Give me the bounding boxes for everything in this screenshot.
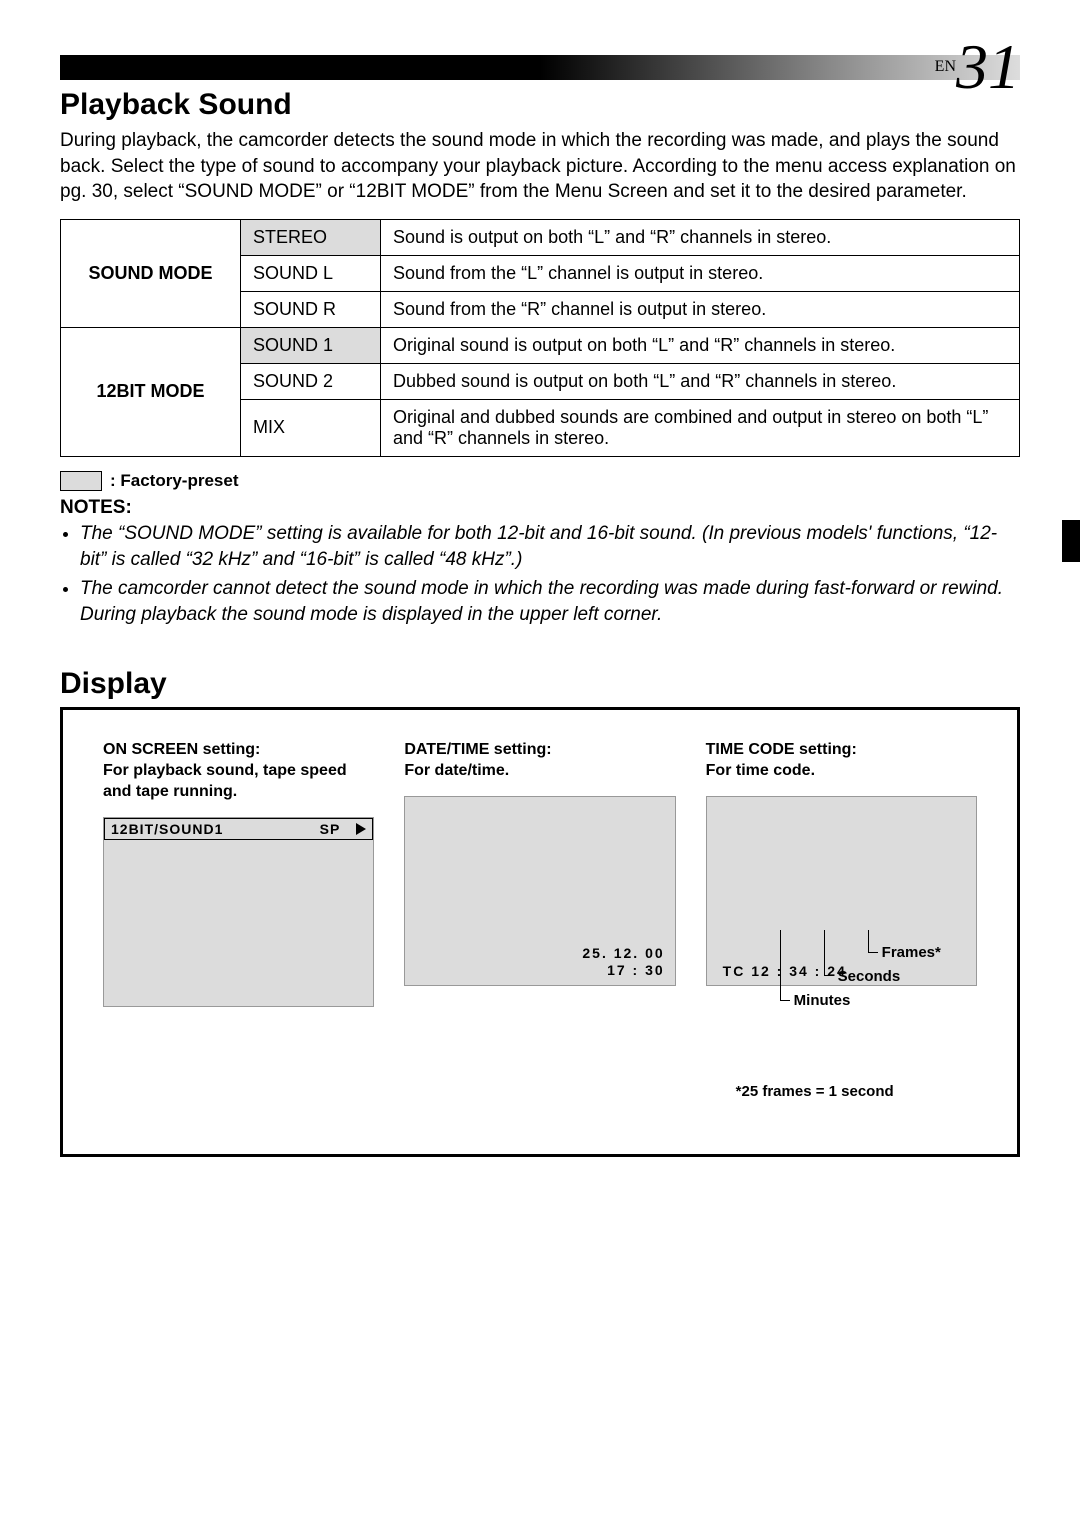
sound-mode-table: SOUND MODESTEREOSound is output on both … (60, 219, 1020, 457)
page-prefix: EN (935, 58, 956, 75)
timecode-heading: TIME CODE setting:For time code. (706, 740, 977, 782)
datetime-column: DATE/TIME setting:For date/time. 25. 12.… (404, 740, 675, 1006)
note-item: The camcorder cannot detect the sound mo… (80, 576, 1020, 627)
page-num-value: 31 (956, 31, 1020, 102)
table-row: SOUND MODESTEREOSound is output on both … (61, 219, 1020, 255)
intro-paragraph: During playback, the camcorder detects t… (60, 128, 1020, 205)
date-line2: 17 : 30 (582, 962, 664, 979)
datetime-preview: 25. 12. 00 17 : 30 (404, 796, 675, 986)
onscreen-column: ON SCREEN setting:For playback sound, ta… (103, 740, 374, 1006)
callout-line (780, 930, 781, 1000)
mode-description: Sound is output on both “L” and “R” chan… (381, 219, 1020, 255)
mode-option: SOUND 1 (241, 327, 381, 363)
date-line1: 25. 12. 00 (582, 945, 664, 962)
section-title-display: Display (60, 667, 1020, 701)
mode-option: SOUND L (241, 255, 381, 291)
datetime-heading: DATE/TIME setting:For date/time. (404, 740, 675, 782)
mode-description: Dubbed sound is output on both “L” and “… (381, 363, 1020, 399)
table-row: 12BIT MODESOUND 1Original sound is outpu… (61, 327, 1020, 363)
mode-description: Sound from the “L” channel is output in … (381, 255, 1020, 291)
preset-swatch (60, 471, 102, 491)
onscreen-topline: 12BIT/SOUND1 SP (104, 818, 373, 840)
date-text: 25. 12. 00 17 : 30 (582, 945, 664, 979)
callout-line (824, 975, 834, 976)
side-tab (1062, 520, 1080, 562)
callout-line (868, 952, 878, 953)
display-frame: ON SCREEN setting:For playback sound, ta… (60, 707, 1020, 1157)
seconds-label: Seconds (838, 968, 901, 985)
notes-list: The “SOUND MODE” setting is available fo… (60, 521, 1020, 628)
manual-page: EN31 Playback Sound During playback, the… (0, 0, 1080, 1217)
note-item: The “SOUND MODE” setting is available fo… (80, 521, 1020, 572)
callout-line (824, 930, 825, 975)
gradient-bar (60, 55, 1020, 80)
onscreen-heading: ON SCREEN setting:For playback sound, ta… (103, 740, 374, 802)
callout-line (868, 930, 869, 952)
page-number: EN31 (935, 30, 1020, 104)
notes-heading: NOTES: (60, 497, 1020, 519)
timecode-text: TC 12 : 34 : 24 (723, 963, 847, 979)
onscreen-mode-text: 12BIT/SOUND1 (111, 821, 223, 837)
mode-option: MIX (241, 399, 381, 456)
minutes-label: Minutes (794, 992, 851, 1009)
mode-description: Original sound is output on both “L” and… (381, 327, 1020, 363)
mode-category: SOUND MODE (61, 219, 241, 327)
onscreen-sp: SP (320, 821, 341, 837)
mode-option: STEREO (241, 219, 381, 255)
section-title-playback: Playback Sound (60, 88, 1020, 122)
mode-option: SOUND R (241, 291, 381, 327)
frames-label: Frames* (882, 944, 941, 961)
mode-description: Sound from the “R” channel is output in … (381, 291, 1020, 327)
onscreen-preview: 12BIT/SOUND1 SP (103, 817, 374, 1007)
frames-footnote: *25 frames = 1 second (736, 1083, 894, 1100)
legend-text: : Factory-preset (110, 471, 238, 491)
header-bar: EN31 (60, 40, 1020, 80)
mode-option: SOUND 2 (241, 363, 381, 399)
mode-description: Original and dubbed sounds are combined … (381, 399, 1020, 456)
timecode-column: TIME CODE setting:For time code. TC 12 :… (706, 740, 977, 1006)
mode-category: 12BIT MODE (61, 327, 241, 456)
callout-line (780, 1000, 790, 1001)
factory-preset-legend: : Factory-preset (60, 471, 1020, 491)
play-icon (356, 823, 366, 835)
